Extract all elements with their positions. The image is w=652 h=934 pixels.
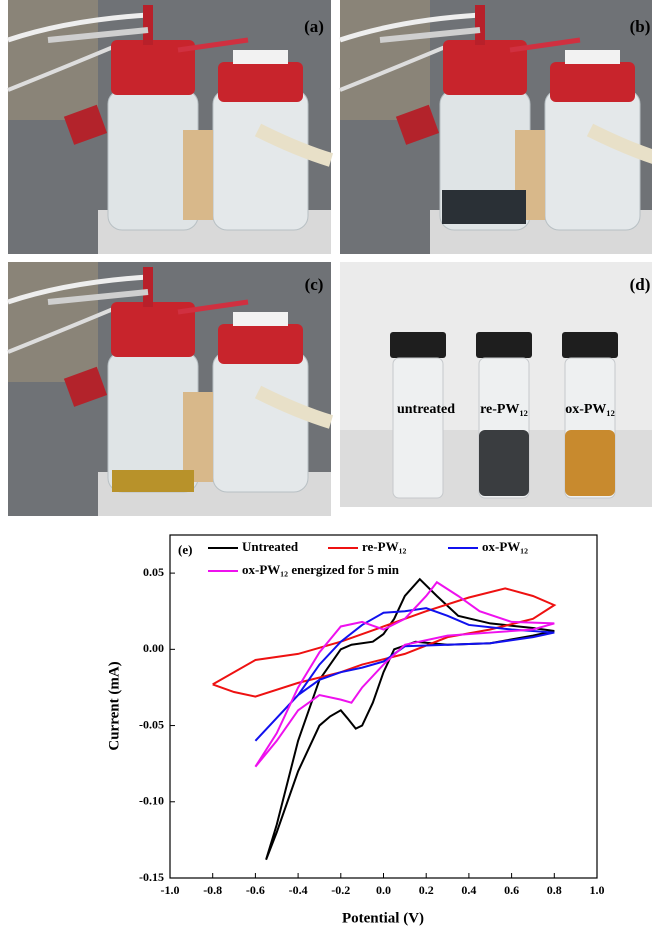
cv-curve xyxy=(255,582,554,766)
x-axis-label: Potential (V) xyxy=(342,910,424,926)
vial-label: ox-PW₁₂ xyxy=(565,402,615,417)
y-tick-label: 0.00 xyxy=(143,641,164,655)
dark-solution xyxy=(479,430,529,496)
x-tick-label: 0.4 xyxy=(461,883,476,897)
panel-label: (b) xyxy=(630,17,651,36)
x-tick-label: -1.0 xyxy=(161,883,180,897)
vial-label: untreated xyxy=(397,402,455,417)
yellow-solution xyxy=(565,430,615,496)
y-tick-label: 0.05 xyxy=(143,565,164,579)
figure-canvas: (a) (b) (c) (d) untreated re-PW₁₂ ox-PW₁… xyxy=(0,0,652,934)
dark-solution xyxy=(442,190,526,224)
x-tick-label: -0.8 xyxy=(203,883,222,897)
y-axis-label: Current (mA) xyxy=(106,661,122,750)
cv-curve xyxy=(213,588,555,696)
yellow-solution xyxy=(112,470,194,492)
plot-frame xyxy=(170,535,597,878)
panel-label: (d) xyxy=(630,275,651,294)
vial-label: re-PW₁₂ xyxy=(480,402,528,417)
photo-a xyxy=(8,0,331,254)
x-tick-label: -0.2 xyxy=(331,883,350,897)
panel-label: (e) xyxy=(178,542,192,557)
x-tick-label: 0.0 xyxy=(376,883,391,897)
legend-label: re-PW₁₂ xyxy=(362,539,406,554)
x-tick-label: 0.2 xyxy=(419,883,434,897)
cv-curve xyxy=(255,608,554,741)
x-tick-label: -0.6 xyxy=(246,883,265,897)
panel-label: (c) xyxy=(305,275,324,294)
y-tick-label: -0.15 xyxy=(139,870,164,884)
x-tick-label: -0.4 xyxy=(289,883,308,897)
y-tick-label: -0.05 xyxy=(139,717,164,731)
x-tick-label: 0.8 xyxy=(547,883,562,897)
legend-label: ox-PW₁₂ energized for 5 min xyxy=(242,562,400,577)
figure: (a) (b) (c) (d) untreated re-PW₁₂ ox-PW₁… xyxy=(0,0,652,934)
panel-label: (a) xyxy=(304,17,324,36)
x-tick-label: 1.0 xyxy=(590,883,605,897)
y-tick-label: -0.10 xyxy=(139,794,164,808)
legend-label: Untreated xyxy=(242,539,299,554)
legend-label: ox-PW₁₂ xyxy=(482,539,528,554)
x-tick-label: 0.6 xyxy=(504,883,519,897)
